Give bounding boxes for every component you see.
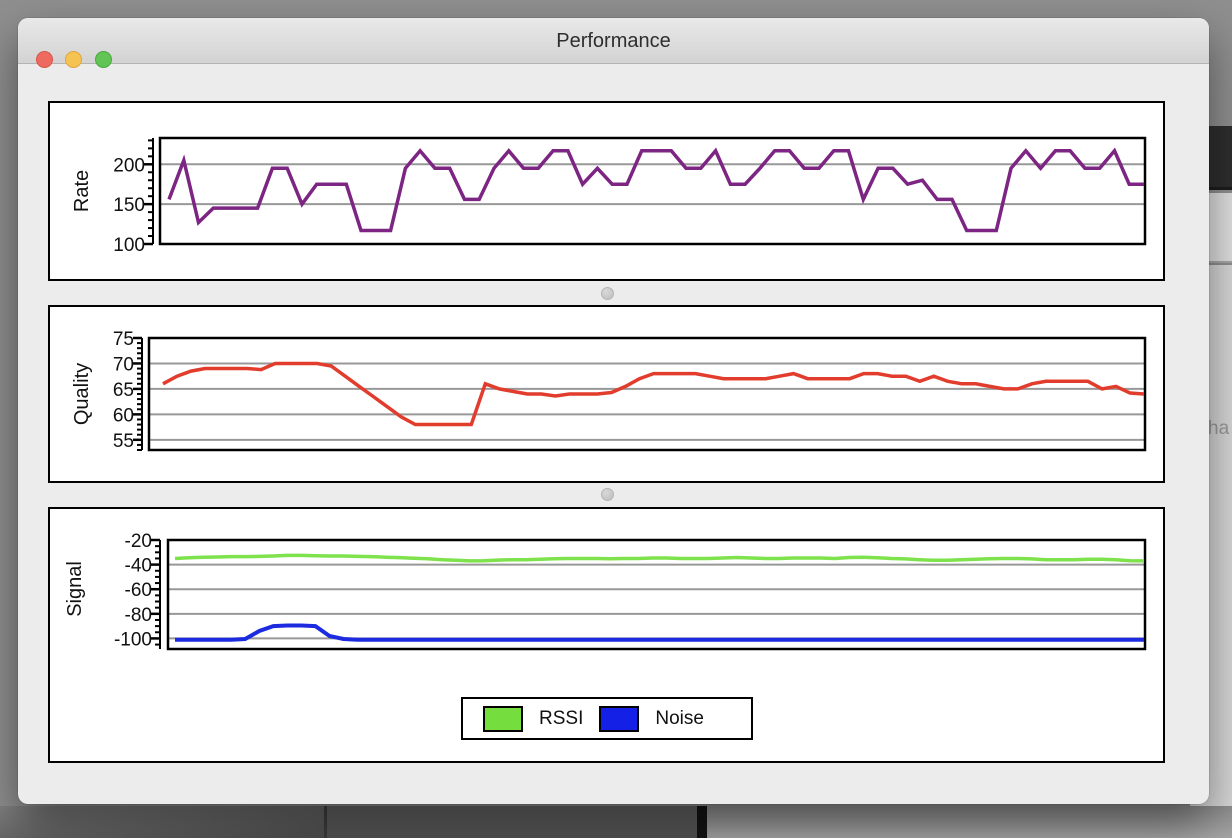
rate-chart-svg: 100 150 200 Rate (71, 136, 1147, 256)
zoom-button[interactable] (95, 51, 112, 68)
noise-series-line (175, 623, 1144, 642)
y-axis-tick-label: 200 (113, 155, 145, 176)
y-axis-tick-label: 100 (113, 235, 145, 256)
legend-item-noise: Noise (599, 705, 704, 732)
background-bottom-divider-1 (324, 806, 327, 838)
legend: RSSI Noise (461, 697, 753, 740)
y-axis-tick-label: 70 (113, 354, 134, 375)
y-axis-tick-label: -80 (125, 605, 152, 626)
splitter-handle-2[interactable] (601, 488, 614, 501)
y-axis-tick-label: -100 (114, 629, 152, 650)
rssi-series-line (174, 553, 1145, 563)
close-button[interactable] (36, 51, 53, 68)
plot-border (147, 336, 1147, 452)
rate-chart-panel: 100 150 200 Rate (48, 101, 1165, 281)
y-axis-tick-label: -60 (125, 580, 152, 601)
quality-series-line (162, 361, 1145, 427)
splitter-handle-1[interactable] (601, 287, 614, 300)
plot-border (158, 136, 1147, 246)
minimize-button[interactable] (65, 51, 82, 68)
y-axis-tick-label: -20 (125, 531, 152, 552)
noise-swatch (599, 705, 640, 732)
rssi-swatch (483, 705, 523, 732)
noise-label: Noise (655, 707, 704, 729)
plot-border (166, 538, 1147, 651)
signal-chart-svg: -100 -80 -60 -40 -20 Signal (64, 531, 1147, 651)
y-axis-title: Signal (64, 561, 86, 617)
signal-chart-panel: -100 -80 -60 -40 -20 Signal RSSI Noise (48, 507, 1165, 763)
background-bottom-middle (327, 806, 697, 838)
y-axis-tick-label: 75 (113, 329, 134, 350)
y-axis-tick-label: 60 (113, 405, 134, 426)
y-axis-title: Quality (71, 363, 93, 425)
y-axis-tick-label: 150 (113, 195, 145, 216)
rate-series-line (167, 147, 1144, 233)
performance-window: Performance 100 150 200 Rate 55 60 65 70 75 Qual… (18, 18, 1209, 804)
quality-chart-svg: 55 60 65 70 75 Quality (71, 329, 1147, 452)
y-axis-tick-label: 55 (113, 431, 134, 452)
titlebar[interactable]: Performance (18, 18, 1209, 68)
window-title: Performance (556, 30, 671, 52)
y-axis-title: Rate (71, 170, 93, 212)
y-axis-tick-label: -40 (125, 556, 152, 577)
quality-chart-panel: 55 60 65 70 75 Quality (48, 305, 1165, 483)
legend-item-rssi: RSSI (483, 705, 584, 732)
y-axis-tick-label: 65 (113, 380, 134, 401)
background-bottom-right (707, 806, 1232, 838)
rssi-label: RSSI (539, 707, 584, 729)
background-bottom-divider-2 (697, 806, 707, 838)
background-bottom-left (0, 806, 324, 838)
background-partial-text: ha (1208, 418, 1230, 439)
